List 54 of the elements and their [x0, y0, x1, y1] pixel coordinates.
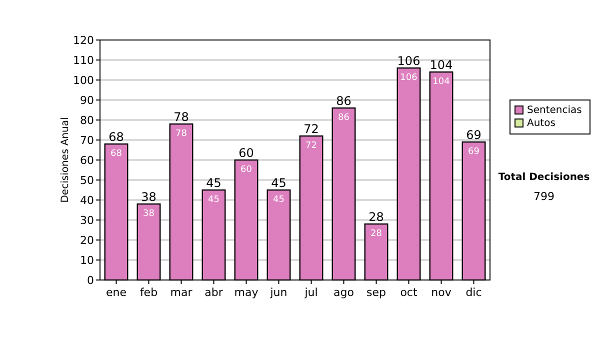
text: Total Decisiones — [498, 172, 590, 183]
y-tick-label: 70 — [80, 134, 94, 147]
y-tick-label: 80 — [80, 114, 94, 127]
y-tick-label: 30 — [80, 214, 94, 227]
total-label: 45 — [271, 176, 286, 190]
text: 799 — [534, 190, 554, 203]
y-tick-label: 110 — [73, 54, 94, 67]
total-label: 106 — [397, 54, 420, 68]
y-tick-label: 20 — [80, 234, 94, 247]
x-tick-label: jun — [269, 286, 288, 299]
y-tick-label: 50 — [80, 174, 94, 187]
data-label: 68 — [110, 149, 122, 159]
data-label: 69 — [468, 147, 480, 157]
data-label: 45 — [208, 195, 220, 205]
data-label: 38 — [143, 209, 155, 219]
y-tick-label: 60 — [80, 154, 94, 167]
data-label: 86 — [338, 113, 350, 123]
total-label: 68 — [108, 130, 124, 144]
x-tick-label: jul — [304, 286, 318, 299]
total-label: 28 — [368, 210, 384, 224]
x-tick-label: ene — [106, 286, 127, 299]
x-tick-label: abr — [204, 286, 224, 299]
y-axis-title: Decisiones Anual — [60, 117, 71, 203]
x-tick-label: nov — [431, 286, 452, 299]
total-label: 69 — [466, 128, 482, 142]
x-tick-label: dic — [466, 286, 482, 299]
total-label: 38 — [141, 190, 156, 204]
y-tick-label: 10 — [80, 254, 94, 267]
data-label: 78 — [176, 129, 188, 139]
y-tick-label: 0 — [87, 274, 94, 287]
y-tick-label: 100 — [73, 74, 94, 87]
data-label: 45 — [273, 195, 284, 205]
total-label: 104 — [430, 58, 453, 72]
total-label: 60 — [238, 146, 254, 160]
legend-label: Sentencias — [527, 105, 582, 116]
x-tick-label: ago — [334, 286, 354, 299]
x-tick-label: feb — [140, 286, 158, 299]
total-label: 78 — [174, 110, 189, 124]
y-tick-label: 90 — [80, 94, 94, 107]
x-tick-label: may — [234, 286, 259, 299]
x-tick-label: mar — [170, 286, 193, 299]
data-label: 106 — [400, 73, 418, 83]
y-tick-label: 120 — [73, 34, 94, 47]
legend-label: Autos — [527, 118, 556, 129]
data-label: 104 — [432, 77, 450, 87]
total-label: 86 — [336, 94, 352, 108]
x-tick-label: sep — [366, 286, 386, 299]
total-label: 45 — [206, 176, 222, 190]
data-label: 72 — [306, 141, 317, 151]
total-label: 72 — [304, 122, 319, 136]
data-label: 60 — [240, 165, 252, 175]
data-label: 28 — [370, 229, 382, 239]
x-tick-label: oct — [400, 286, 418, 299]
y-tick-label: 40 — [80, 194, 94, 207]
